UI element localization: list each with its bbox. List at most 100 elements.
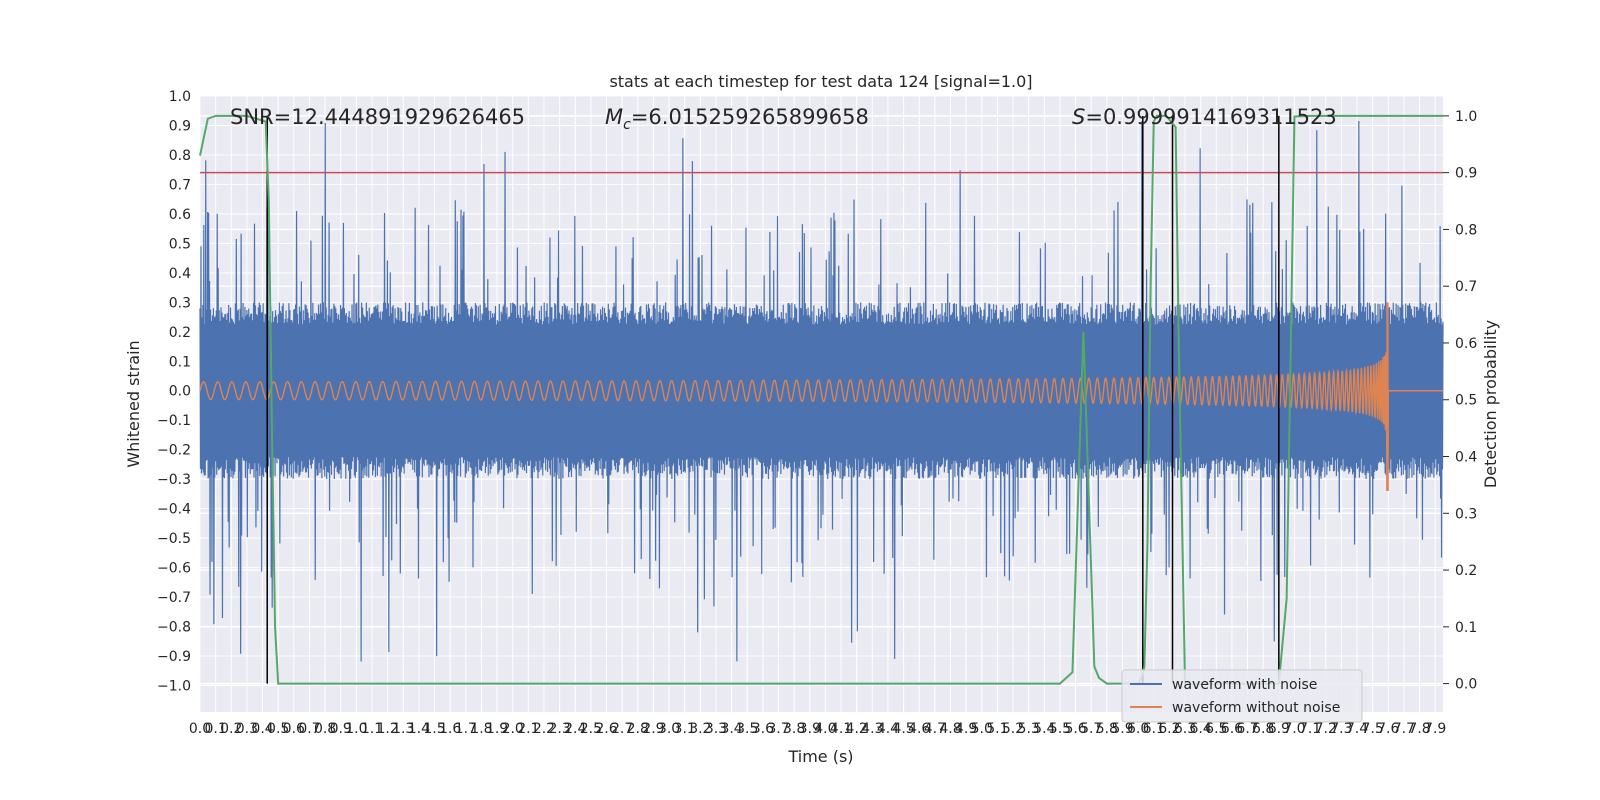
x-tick-label: 3.9 xyxy=(799,721,821,737)
x-tick-label: 3.3 xyxy=(705,721,727,737)
y-tick-label: 1.0 xyxy=(169,89,191,105)
x-tick-label: 7.0 xyxy=(1283,721,1305,737)
x-tick-label: 4.8 xyxy=(939,721,961,737)
x-tick-label: 0.9 xyxy=(330,721,352,737)
x-tick-label: 6.6 xyxy=(1221,721,1243,737)
x-tick-label: 5.8 xyxy=(1096,721,1118,737)
y-tick-label: −0.2 xyxy=(157,443,191,459)
x-tick-label: 1.8 xyxy=(470,721,492,737)
snr-annotation: SNR=12.444891929626465 xyxy=(230,105,525,129)
x-tick-label: 0.5 xyxy=(267,721,289,737)
x-tick-label: 2.9 xyxy=(642,721,664,737)
x-tick-label: 5.6 xyxy=(1064,721,1086,737)
x-axis-label: Time (s) xyxy=(787,747,853,766)
x-tick-label: 7.3 xyxy=(1330,721,1352,737)
x-tick-label: 4.1 xyxy=(830,721,852,737)
series-waveform-with-noise xyxy=(199,120,1444,662)
y-tick-label: 0.4 xyxy=(169,266,191,282)
x-tick-label: 7.7 xyxy=(1393,721,1415,737)
x-tick-label: 0.0 xyxy=(189,721,211,737)
x-tick-label: 6.7 xyxy=(1236,721,1258,737)
x-tick-label: 0.1 xyxy=(205,721,227,737)
y2-tick-label: 0.5 xyxy=(1455,393,1477,409)
x-tick-label: 0.6 xyxy=(283,721,305,737)
x-tick-label: 6.8 xyxy=(1252,721,1274,737)
y2-tick-label: 1.0 xyxy=(1455,109,1477,125)
y2-tick-label: 0.0 xyxy=(1455,677,1477,693)
y-tick-label: −0.1 xyxy=(157,413,191,429)
x-tick-label: 4.3 xyxy=(861,721,883,737)
y2-axis-label: Detection probability xyxy=(1481,320,1500,488)
x-tick-label: 3.8 xyxy=(783,721,805,737)
x-tick-label: 2.0 xyxy=(502,721,524,737)
x-tick-label: 3.1 xyxy=(674,721,696,737)
clean-waveform-line xyxy=(199,302,1443,491)
x-tick-label: 6.1 xyxy=(1143,721,1165,737)
y-tick-label: −0.8 xyxy=(157,620,191,636)
x-tick-label: 7.6 xyxy=(1377,721,1399,737)
x-tick-label: 1.2 xyxy=(376,721,398,737)
y2-tick-label: 0.7 xyxy=(1455,279,1477,295)
x-tick-label: 5.4 xyxy=(1033,721,1055,737)
x-tick-label: 2.5 xyxy=(580,721,602,737)
x-tick-label: 2.8 xyxy=(627,721,649,737)
x-tick-label: 5.0 xyxy=(971,721,993,737)
y-tick-label: −1.0 xyxy=(157,678,191,694)
x-tick-label: 7.8 xyxy=(1408,721,1430,737)
y-tick-label: 0.9 xyxy=(169,118,191,134)
x-tick-label: 0.8 xyxy=(314,721,336,737)
x-tick-label: 0.7 xyxy=(298,721,320,737)
y-tick-label: −0.5 xyxy=(157,531,191,547)
y2-tick-label: 0.8 xyxy=(1455,222,1477,238)
x-tick-label: 1.5 xyxy=(423,721,445,737)
x-tick-label: 7.1 xyxy=(1299,721,1321,737)
x-tick-label: 3.7 xyxy=(767,721,789,737)
score-annotation: S=0.9999914169311523 xyxy=(1072,105,1337,129)
x-tick-label: 7.5 xyxy=(1362,721,1384,737)
legend-box xyxy=(1121,669,1363,723)
y-tick-label: −0.9 xyxy=(157,649,191,665)
y-tick-label: 0.3 xyxy=(169,295,191,311)
x-tick-label: 4.4 xyxy=(877,721,899,737)
x-tick-label: 5.1 xyxy=(986,721,1008,737)
x-tick-label: 7.4 xyxy=(1346,721,1368,737)
x-tick-label: 2.6 xyxy=(595,721,617,737)
x-tick-label: 7.2 xyxy=(1315,721,1337,737)
x-tick-label: 6.9 xyxy=(1268,721,1290,737)
series-waveform-without-noise xyxy=(199,302,1443,491)
x-tick-label: 3.2 xyxy=(689,721,711,737)
x-tick-label: 1.1 xyxy=(361,721,383,737)
x-tick-label: 5.3 xyxy=(1018,721,1040,737)
y-axis-label: Whitened strain xyxy=(124,340,143,467)
y-tick-label: −0.3 xyxy=(157,472,191,488)
x-tick-label: 6.0 xyxy=(1127,721,1149,737)
tick-labels: 0.00.10.20.30.40.50.60.70.80.91.01.11.21… xyxy=(157,89,1477,737)
y-tick-label: 0.0 xyxy=(169,384,191,400)
x-tick-label: 4.0 xyxy=(814,721,836,737)
x-tick-label: 1.7 xyxy=(455,721,477,737)
x-tick-label: 3.6 xyxy=(752,721,774,737)
x-tick-label: 5.2 xyxy=(1002,721,1024,737)
x-tick-label: 6.2 xyxy=(1158,721,1180,737)
y-tick-label: 0.2 xyxy=(169,325,191,341)
x-tick-label: 4.2 xyxy=(846,721,868,737)
y2-tick-label: 0.1 xyxy=(1455,620,1477,636)
x-tick-label: 4.9 xyxy=(955,721,977,737)
y-tick-label: 0.7 xyxy=(169,177,191,193)
legend-label-clean: waveform without noise xyxy=(1172,700,1340,716)
x-tick-label: 5.9 xyxy=(1111,721,1133,737)
x-tick-label: 6.5 xyxy=(1205,721,1227,737)
x-tick-label: 0.2 xyxy=(220,721,242,737)
x-tick-label: 0.4 xyxy=(251,721,273,737)
x-tick-label: 3.5 xyxy=(736,721,758,737)
x-tick-label: 7.9 xyxy=(1424,721,1446,737)
chirp-mass-annotation: Mc=6.015259265899658 xyxy=(605,105,869,133)
x-tick-label: 2.2 xyxy=(533,721,555,737)
x-tick-label: 1.9 xyxy=(486,721,508,737)
y2-tick-label: 0.4 xyxy=(1455,450,1477,466)
x-tick-label: 2.4 xyxy=(564,721,586,737)
x-tick-label: 1.0 xyxy=(345,721,367,737)
x-tick-label: 5.5 xyxy=(1049,721,1071,737)
x-tick-label: 4.5 xyxy=(892,721,914,737)
